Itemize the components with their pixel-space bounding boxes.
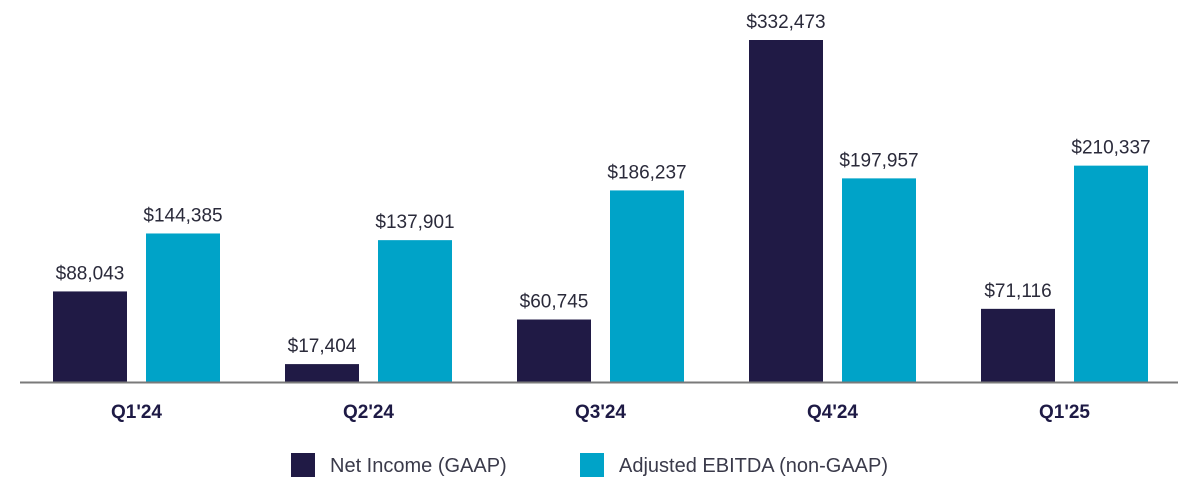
legend-swatch-adjusted-ebitda <box>580 453 604 477</box>
data-labels-layer: $88,043 $144,385 $17,404 $137,901 $60,745 $18… <box>56 12 1151 357</box>
data-label: $186,237 <box>607 162 686 183</box>
legend: Net Income (GAAP) Adjusted EBITDA (non-GA… <box>291 453 888 477</box>
bar-net-income-4 <box>981 308 1055 382</box>
legend-swatch-net-income <box>291 453 315 477</box>
x-tick-label: Q2'24 <box>343 402 394 423</box>
data-label: $137,901 <box>375 212 454 233</box>
legend-label-net-income: Net Income (GAAP) <box>330 455 507 477</box>
bar-adjusted-ebitda-2 <box>610 190 684 382</box>
x-tick-label: Q3'24 <box>575 402 626 423</box>
data-label: $17,404 <box>288 336 357 357</box>
bar-net-income-3 <box>749 40 823 382</box>
data-label: $88,043 <box>56 263 125 284</box>
bar-net-income-1 <box>285 364 359 382</box>
data-label: $210,337 <box>1071 138 1150 159</box>
data-label: $60,745 <box>520 292 589 313</box>
bar-net-income-2 <box>517 319 591 382</box>
bar-adjusted-ebitda-0 <box>146 233 220 382</box>
data-label: $144,385 <box>143 205 222 226</box>
data-label: $71,116 <box>984 281 1051 302</box>
bar-net-income-0 <box>53 291 127 382</box>
legend-label-adjusted-ebitda: Adjusted EBITDA (non-GAAP) <box>619 455 888 477</box>
bar-adjusted-ebitda-3 <box>842 178 916 382</box>
data-label: $197,957 <box>839 150 918 171</box>
x-tick-labels: Q1'24 Q2'24 Q3'24 Q4'24 Q1'25 <box>111 402 1090 423</box>
bar-adjusted-ebitda-4 <box>1074 165 1148 382</box>
data-label: $332,473 <box>746 12 825 33</box>
x-tick-label: Q4'24 <box>807 402 858 423</box>
bars-layer <box>53 40 1148 382</box>
x-tick-label: Q1'25 <box>1039 402 1090 423</box>
bar-adjusted-ebitda-1 <box>378 240 452 382</box>
x-tick-label: Q1'24 <box>111 402 162 423</box>
